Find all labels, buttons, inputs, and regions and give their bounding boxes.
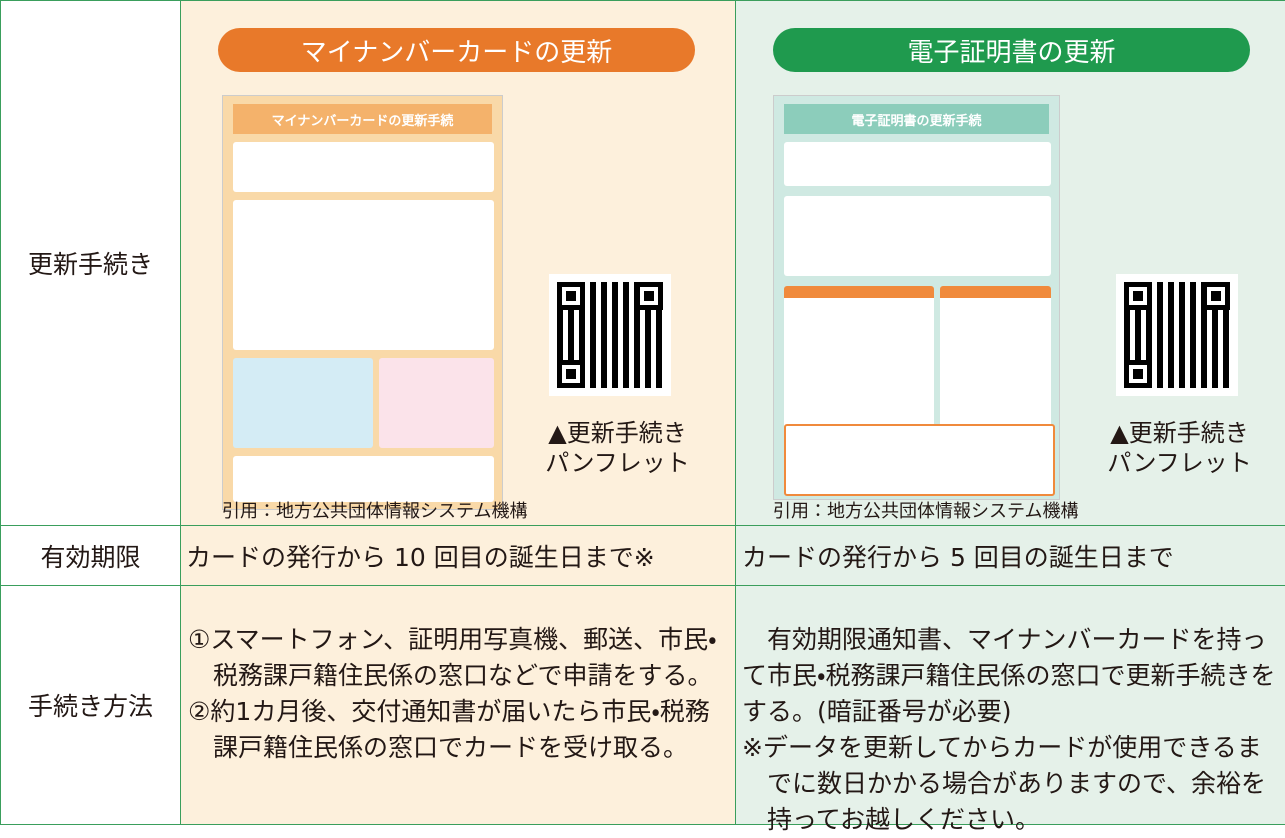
pamphlet-image: マイナンバーカードの更新手続 <box>222 95 503 510</box>
row-header-text: 更新手続き <box>27 250 153 279</box>
qr-code <box>1116 274 1238 396</box>
validity: カードの発行から 10 回目の誕生日まで※ <box>186 542 655 572</box>
procedure-item: ※データを更新してからカードが使用できるまでに数日かかる場合がありますので、余裕… <box>742 733 1267 834</box>
pamphlet-title: マイナンバーカードの更新手続 <box>233 104 492 134</box>
pamphlet-block <box>233 358 373 448</box>
cell <box>180 525 736 586</box>
caption: ▲更新手続き パンフレット <box>1092 418 1267 478</box>
caption: ▲更新手続き パンフレット <box>530 418 705 478</box>
pamphlet-block <box>784 142 1051 186</box>
citation: 引用：地方公共団体情報システム機構 <box>773 501 1079 522</box>
caption-line: パンフレット <box>1107 449 1252 477</box>
pamphlet-title: 電子証明書の更新手続 <box>784 104 1049 134</box>
column-title: 電子証明書の更新 <box>773 28 1250 72</box>
pamphlet-image: 電子証明書の更新手続 <box>773 95 1060 500</box>
row-header: 有効期限 <box>0 525 181 586</box>
procedure-item: ②約1カ月後、交付通知書が届いたら市民・税務課戸籍住民係の窓口でカードを受け取る… <box>188 697 710 762</box>
row-header-text: 有効期限 <box>40 542 141 572</box>
validity: カードの発行から 5 回目の誕生日まで <box>742 542 1174 572</box>
procedure: ①スマートフォン、証明用写真機、郵送、市民・税務課戸籍住民係の窓口などで申請をす… <box>188 622 733 766</box>
caption-line: パンフレット <box>545 449 690 477</box>
column-title: マイナンバーカードの更新 <box>218 28 695 72</box>
pamphlet-block <box>233 200 494 350</box>
pamphlet-block <box>784 286 934 428</box>
pamphlet-block <box>233 456 494 502</box>
row-header: 手続き方法 <box>0 585 181 825</box>
procedure-item: ①スマートフォン、証明用写真機、郵送、市民・税務課戸籍住民係の窓口などで申請をす… <box>188 625 717 690</box>
qr-code <box>549 274 671 396</box>
pamphlet-block <box>233 142 494 192</box>
row-header-text: 手続き方法 <box>27 692 153 721</box>
row-header: 更新手続き <box>0 0 181 526</box>
citation: 引用：地方公共団体情報システム機構 <box>222 501 528 522</box>
pamphlet-block <box>784 424 1055 496</box>
caption-line: ▲更新手続き <box>548 419 687 447</box>
caption-line: ▲更新手続き <box>1110 419 1249 447</box>
pamphlet-block <box>784 196 1051 276</box>
pamphlet-block <box>379 358 494 448</box>
pamphlet-block <box>940 286 1051 428</box>
procedure-item: 有効期限通知書、マイナンバーカードを持って市民・税務課戸籍住民係の窓口で更新手続… <box>742 625 1276 726</box>
procedure: 有効期限通知書、マイナンバーカードを持って市民・税務課戸籍住民係の窓口で更新手続… <box>742 622 1280 838</box>
cell <box>735 525 1285 586</box>
